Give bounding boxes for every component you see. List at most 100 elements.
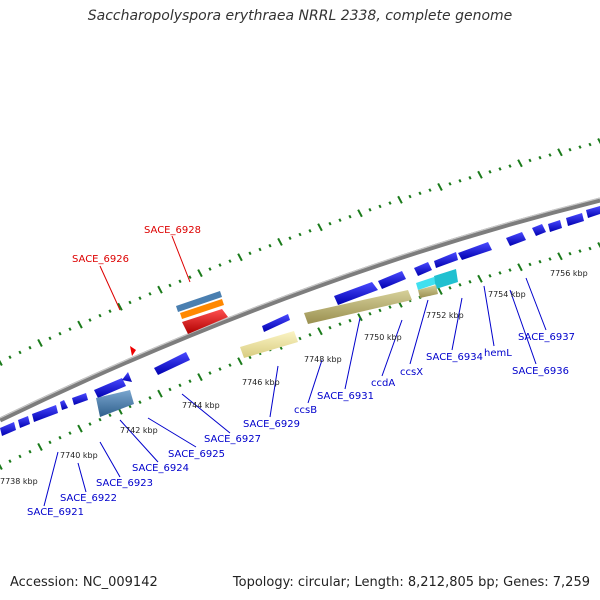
kbp-label: 7742 kbp	[120, 426, 158, 435]
tick-mark	[218, 263, 222, 267]
gene-arrow[interactable]	[566, 213, 584, 226]
gene-label[interactable]: SACE_6931	[317, 391, 374, 402]
tick-mark	[0, 461, 3, 471]
tick-mark	[157, 285, 163, 294]
tick-mark	[0, 357, 3, 367]
tick-mark	[298, 232, 302, 237]
tick-mark	[568, 251, 572, 256]
gene-arrow[interactable]	[130, 346, 136, 356]
tick-mark	[357, 209, 363, 218]
tick-mark	[348, 318, 352, 323]
tick-mark	[77, 424, 83, 433]
tick-mark	[68, 327, 72, 331]
gene-arrow[interactable]	[416, 277, 436, 290]
tick-mark	[178, 279, 182, 284]
gene-arrow[interactable]	[304, 290, 412, 324]
gene-arrow[interactable]	[94, 378, 126, 398]
gene-arrow[interactable]	[60, 400, 68, 410]
tick-marks	[0, 137, 600, 471]
gene-arrow[interactable]	[18, 416, 30, 428]
gene-arrow[interactable]	[72, 393, 88, 405]
gene-label[interactable]: ccsB	[294, 405, 317, 416]
genome-summary-text: Topology: circular; Length: 8,212,805 bp…	[232, 575, 590, 590]
tick-mark	[557, 252, 563, 261]
gene-label[interactable]: ccsX	[400, 367, 423, 378]
tick-mark	[77, 320, 83, 329]
tick-mark	[397, 195, 403, 204]
tick-mark	[148, 396, 152, 400]
gene-arrow[interactable]	[548, 220, 562, 232]
gene-arrow[interactable]	[154, 352, 190, 375]
gene-label[interactable]: SACE_6925	[168, 449, 225, 460]
gene-arrow[interactable]	[96, 390, 134, 417]
accession-text: Accession: NC_009142	[10, 575, 158, 590]
tick-mark	[218, 367, 222, 371]
tick-mark	[448, 182, 452, 186]
gene-arrow[interactable]	[586, 206, 600, 218]
tick-mark	[98, 313, 102, 318]
gene-label[interactable]: SACE_6934	[426, 352, 483, 363]
tick-mark	[208, 371, 212, 375]
tick-mark	[148, 292, 152, 296]
tick-mark	[208, 267, 212, 271]
tick-mark	[468, 279, 472, 284]
kbp-labels: 7738 kbp 7740 kbp 7742 kbp 7744 kbp 7746…	[0, 269, 588, 486]
tick-mark	[168, 283, 172, 288]
gene-label[interactable]: SACE_6928	[144, 225, 201, 236]
tick-mark	[388, 201, 392, 205]
gene-label[interactable]: SACE_6937	[518, 332, 575, 343]
gene-arrow[interactable]	[176, 291, 222, 312]
kbp-label: 7752 kbp	[426, 311, 464, 320]
gene-label[interactable]: SACE_6921	[27, 507, 84, 518]
tick-mark	[517, 159, 523, 168]
tick-mark	[8, 459, 12, 463]
tick-mark	[108, 309, 112, 313]
gene-label[interactable]: SACE_6923	[96, 478, 153, 489]
gene-arrow[interactable]	[0, 422, 16, 436]
tick-mark	[258, 247, 262, 252]
tick-mark	[28, 345, 32, 350]
tick-mark	[138, 296, 142, 300]
gene-arrow[interactable]	[532, 224, 546, 236]
tick-mark	[368, 311, 372, 316]
gene-arrow[interactable]	[240, 331, 298, 358]
gene-label[interactable]: SACE_6936	[512, 366, 569, 377]
gene-arrow[interactable]	[32, 405, 58, 422]
tick-mark	[68, 431, 72, 435]
gene-label[interactable]: SACE_6922	[60, 493, 117, 504]
tick-mark	[368, 207, 372, 212]
gene-arrow[interactable]	[122, 372, 132, 382]
tick-mark	[18, 350, 22, 355]
tick-mark	[338, 322, 342, 326]
gene-arrow[interactable]	[418, 285, 438, 298]
kbp-label: 7738 kbp	[0, 477, 38, 486]
gene-label[interactable]: hemL	[484, 348, 512, 359]
tick-mark	[517, 263, 523, 272]
tick-mark	[568, 147, 572, 152]
kbp-label: 7746 kbp	[242, 378, 280, 387]
gene-label[interactable]: SACE_6927	[204, 434, 261, 445]
gene-arrow[interactable]	[262, 314, 290, 332]
tick-mark	[48, 440, 52, 445]
gene-arrow[interactable]	[434, 269, 458, 289]
gene-arrow[interactable]	[180, 299, 224, 319]
tick-mark	[197, 373, 203, 382]
gene-arrow[interactable]	[458, 242, 492, 260]
tick-mark	[597, 241, 600, 251]
gene-arrow[interactable]	[414, 262, 432, 276]
gene-label[interactable]: SACE_6929	[243, 419, 300, 430]
gene-arrow[interactable]	[182, 309, 228, 334]
tick-mark	[138, 400, 142, 404]
gene-arrow[interactable]	[434, 252, 458, 268]
gene-label[interactable]: SACE_6924	[132, 463, 189, 474]
tick-mark	[388, 305, 392, 309]
gene-label[interactable]: ccdA	[371, 378, 395, 389]
gene-arrow[interactable]	[378, 271, 406, 289]
gene-arrow[interactable]	[506, 232, 526, 246]
tick-mark	[378, 204, 382, 209]
gene-arrow[interactable]	[334, 282, 378, 305]
tick-mark	[48, 336, 52, 341]
gene-label[interactable]: SACE_6926	[72, 254, 129, 265]
tick-mark	[408, 194, 412, 199]
